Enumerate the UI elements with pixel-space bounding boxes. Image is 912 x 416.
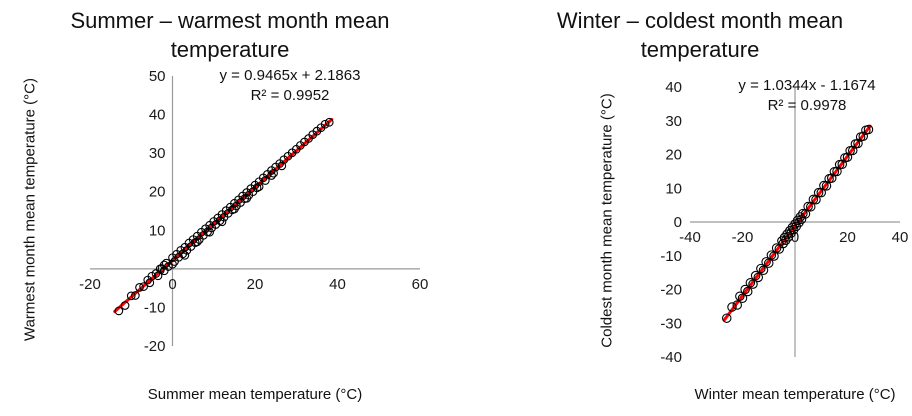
scatter-point [205,227,214,237]
scatter-point [320,119,330,129]
scatter-point [230,204,239,214]
scatter-point [740,284,750,295]
scatter-point [168,259,177,269]
scatter-point [756,263,766,274]
scatter-point [842,152,853,162]
scatter-point [277,161,287,171]
scatter-point [126,291,136,301]
scatter-point [785,226,795,236]
scatter-point [735,291,745,302]
chart-title-summer: Summer – warmest month mean temperature [70,8,390,63]
x-tick-label: -20 [79,276,101,293]
scatter-point [159,260,169,270]
scatter-point [180,251,190,260]
trendline [113,118,334,314]
x-tick-label: 20 [247,276,264,293]
r-squared-value: R² = 0.9952 [250,87,330,105]
scatter-point [135,283,144,292]
y-tick-label: 10 [149,222,166,239]
scatter-point [832,166,842,177]
scatter-point [269,168,278,178]
scatter-point [758,265,769,276]
y-axis-title-winter: Coldest month mean temperature (°C) [598,93,616,348]
y-tick-label: 30 [665,113,682,130]
y-axis-title-summer: Warmest month mean temperature (°C) [21,77,39,342]
y-tick-label: 40 [149,107,166,124]
y-tick-label: -30 [660,315,682,332]
y-tick-label: -20 [144,338,166,355]
scatter-point [827,173,837,183]
scatter-point [858,131,868,142]
scatter-point [863,124,874,135]
x-tick-label: -20 [732,229,754,246]
scatter-point [750,270,761,281]
scatter-point [252,183,262,193]
scatter-point [139,282,148,291]
scatter-point [794,217,804,228]
chart-title-winter: Winter – coldest month mean temperature [556,8,844,63]
scatter-point [192,237,202,247]
y-tick-label: -40 [660,349,682,366]
x-tick-label: 60 [412,276,429,293]
summer-scatter-plot: -20020406050403020100-10-20 [79,68,429,355]
scatter-point [786,228,796,238]
scatter-point [120,301,130,310]
y-tick-label: -10 [144,299,166,316]
scatter-point [242,193,252,203]
y-tick-label: 30 [149,145,166,162]
scatter-point [254,182,264,192]
scatter-point [324,117,334,127]
r-squared-value: R² = 0.9978 [767,97,847,115]
scatter-point [743,286,753,297]
x-tick-label: 0 [168,276,176,293]
x-tick-label: 40 [892,229,909,246]
x-tick-label: 0 [791,229,799,246]
scatter-point [722,313,732,323]
scatter-point [732,300,743,310]
y-tick-label: 20 [149,184,166,201]
y-tick-label: 0 [674,214,682,231]
y-tick-label: 50 [149,68,166,85]
scatter-point [131,291,140,300]
scatter-point [778,238,788,249]
scatter-point [737,293,748,304]
x-axis-title-summer: Summer mean temperature (°C) [147,386,363,403]
winter-scatter-plot: -40 -20 0 20 40 40 30 20 10 0 -10 -20 -30 -40 [660,79,909,366]
scatter-point [795,212,806,222]
scatter-point [727,302,737,312]
y-tick-label: -20 [660,282,682,299]
scatter-point [853,138,863,149]
scatter-point [847,145,858,156]
x-tick-label: 20 [839,229,856,246]
trendline-equation: y = 0.9465x + 2.1863 [219,67,361,84]
scatter-point [787,222,798,233]
scatter-point [217,217,227,227]
scatter-point [792,215,803,226]
y-tick-label: 40 [665,79,682,96]
equation-block-summer: y = 0.9465x + 2.1863 R² = 0.9952 [180,66,400,107]
equation-block-winter: y = 1.0344x - 1.1674 R² = 0.9978 [700,76,912,117]
scatter-point [788,225,799,235]
trendline-equation: y = 1.0344x - 1.1674 [738,77,876,94]
x-tick-label: 40 [329,276,346,293]
scatter-point [260,176,270,185]
x-axis-title-winter: Winter mean temperature (°C) [694,386,896,403]
y-tick-label: -10 [660,248,682,265]
scatter-point [837,159,848,170]
y-tick-label: 20 [665,147,682,164]
scatter-point [748,279,758,289]
y-tick-label: 10 [665,180,682,197]
scatter-point [753,272,764,283]
scatter-point [164,262,173,271]
scatter-point [114,306,124,316]
scatter-point [267,171,276,180]
scatter-point [781,235,791,245]
x-tick-label: -40 [679,229,701,246]
scatter-point [813,187,824,198]
